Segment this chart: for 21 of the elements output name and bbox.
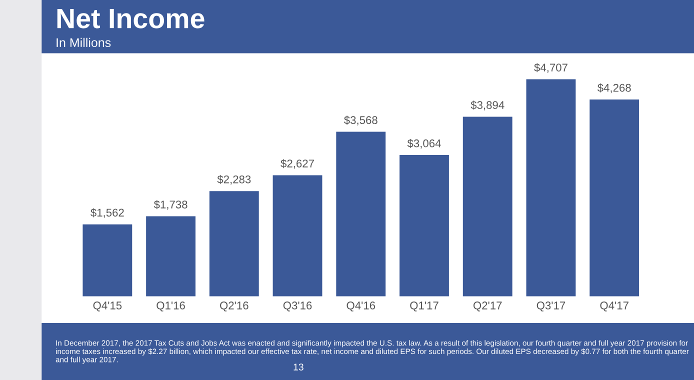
data-label: $3,894 — [470, 100, 504, 110]
data-label: $2,283 — [217, 174, 251, 185]
x-tick-label: Q4'16 — [346, 302, 376, 312]
text: 13 — [294, 364, 304, 370]
chart-title: Net Income — [57, 8, 204, 28]
x-tick-label: Q3'17 — [536, 302, 566, 312]
data-label: $1,738 — [154, 200, 188, 210]
x-tick-label: Q1'17 — [410, 302, 438, 312]
x-tick-label: Q4'15 — [93, 302, 122, 312]
data-label: $1,562 — [90, 208, 124, 218]
x-tick-label: Q2'16 — [220, 302, 248, 312]
data-label: $3,568 — [344, 116, 378, 126]
chart-subtitle: In Millions — [56, 38, 111, 48]
x-tick-label: Q2'17 — [473, 302, 502, 312]
data-label: $2,627 — [280, 159, 314, 169]
data-label: $3,064 — [407, 138, 441, 149]
x-tick-label: Q3'16 — [283, 302, 312, 312]
data-label: $4,707 — [534, 63, 568, 73]
data-label: $4,268 — [597, 83, 631, 94]
x-tick-label: Q1'16 — [156, 302, 185, 312]
x-tick-label: Q4'17 — [600, 302, 628, 312]
